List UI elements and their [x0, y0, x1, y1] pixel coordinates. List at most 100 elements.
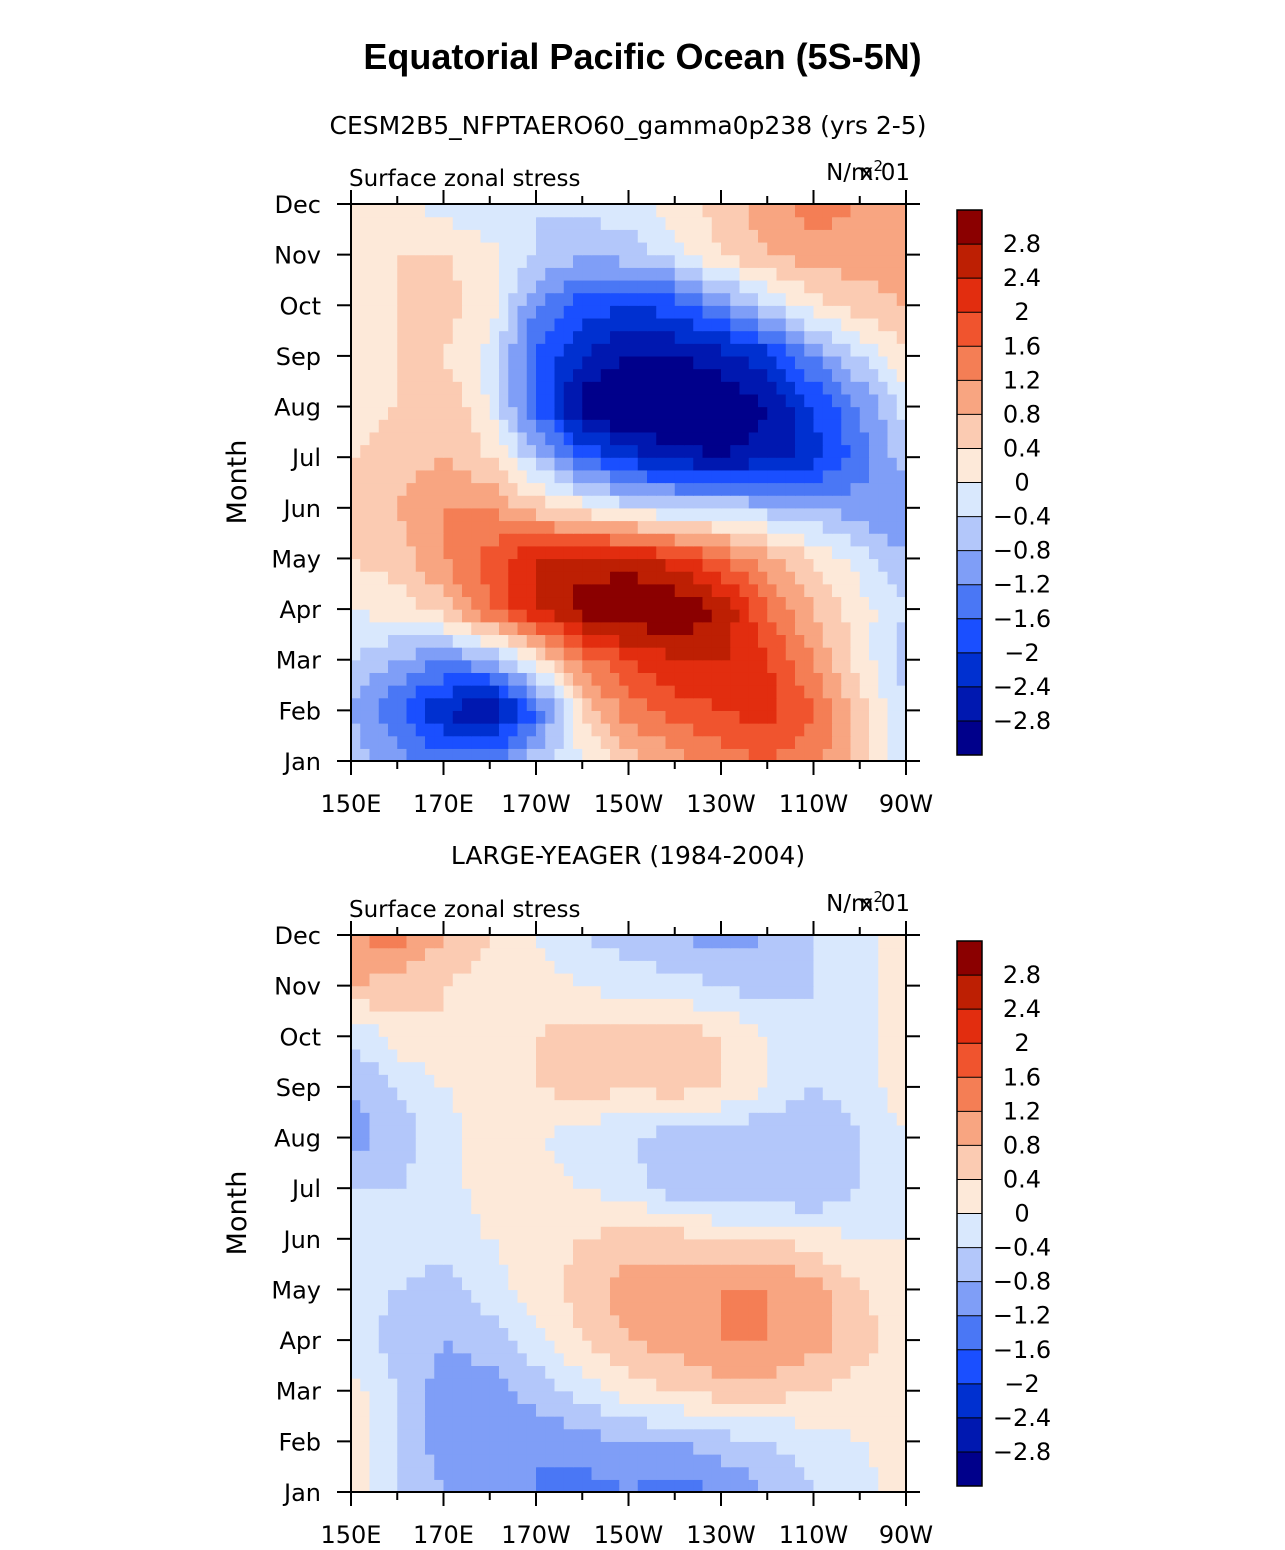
- heatmap-cell: [841, 1124, 852, 1139]
- heatmap-cell: [795, 368, 805, 382]
- heatmap-cell: [600, 229, 611, 243]
- heatmap-cell: [859, 697, 870, 711]
- heatmap-cell: [841, 583, 852, 598]
- heatmap-cell: [693, 583, 704, 598]
- heatmap-cell: [443, 1074, 454, 1088]
- heatmap-cell: [721, 1276, 731, 1291]
- heatmap-cell: [795, 1238, 805, 1253]
- heatmap-cell: [517, 1175, 528, 1189]
- heatmap-cell: [656, 1188, 667, 1202]
- heatmap-cell: [434, 419, 445, 433]
- heatmap-cell: [591, 1086, 602, 1101]
- heatmap-cell: [730, 1276, 741, 1291]
- heatmap-cell: [684, 1150, 694, 1164]
- heatmap-cell: [554, 1428, 565, 1442]
- heatmap-cell: [619, 1162, 630, 1177]
- heatmap-cell: [573, 495, 583, 509]
- heatmap-cell: [591, 672, 602, 686]
- heatmap-cell: [702, 254, 713, 268]
- heatmap-cell: [859, 672, 870, 686]
- heatmap-cell: [785, 469, 796, 484]
- heatmap-cell: [711, 1124, 722, 1139]
- heatmap-cell: [351, 735, 361, 749]
- heatmap-cell: [452, 1238, 463, 1253]
- heatmap-cell: [850, 1074, 861, 1088]
- heatmap-cell: [832, 292, 842, 306]
- heatmap-cell: [619, 431, 630, 446]
- heatmap-cell: [378, 723, 389, 737]
- heatmap-cell: [443, 254, 454, 268]
- heatmap-cell: [360, 1150, 371, 1164]
- heatmap-cell: [674, 1340, 685, 1354]
- heatmap-cell: [406, 1162, 417, 1177]
- heatmap-cell: [841, 1150, 852, 1164]
- heatmap-cell: [397, 317, 408, 332]
- heatmap-cell: [610, 1200, 620, 1215]
- heatmap-cell: [850, 533, 861, 547]
- heatmap-cell: [600, 634, 611, 648]
- heatmap-cell: [674, 672, 685, 686]
- heatmap-cell: [748, 1048, 759, 1063]
- heatmap-cell: [489, 621, 500, 636]
- heatmap-cell: [767, 431, 778, 446]
- heatmap-cell: [878, 685, 889, 699]
- heatmap-cell: [443, 1162, 454, 1177]
- heatmap-cell: [795, 204, 805, 218]
- heatmap-cell: [351, 1036, 361, 1050]
- heatmap-cell: [702, 1036, 713, 1050]
- heatmap-cell: [702, 710, 713, 724]
- heatmap-cell: [887, 1251, 898, 1265]
- heatmap-cell: [545, 1314, 556, 1329]
- heatmap-cell: [554, 431, 565, 446]
- heatmap-cell: [573, 659, 583, 673]
- heatmap-cell: [693, 317, 704, 332]
- heatmap-cell: [610, 1352, 620, 1367]
- heatmap-cell: [896, 1226, 907, 1240]
- heatmap-cell: [878, 406, 889, 420]
- heatmap-cell: [563, 406, 574, 420]
- heatmap-cell: [896, 1099, 907, 1113]
- heatmap-cell: [425, 1340, 435, 1354]
- heatmap-cell: [545, 1023, 556, 1037]
- heatmap-cell: [721, 1403, 731, 1417]
- heatmap-cell: [415, 697, 426, 711]
- heatmap-cell: [545, 659, 556, 673]
- heatmap-cell: [841, 1352, 852, 1367]
- heatmap-cell: [425, 748, 435, 762]
- heatmap-cell: [758, 292, 768, 306]
- heatmap-cell: [526, 393, 537, 408]
- heatmap-cell: [674, 1264, 685, 1278]
- heatmap-cell: [702, 1023, 713, 1037]
- heatmap-cell: [397, 1251, 408, 1265]
- heatmap-cell: [813, 1352, 824, 1367]
- heatmap-cell: [415, 1441, 426, 1455]
- heatmap-cell: [776, 279, 787, 294]
- heatmap-cell: [758, 697, 768, 711]
- heatmap-cell: [896, 659, 907, 673]
- heatmap-cell: [637, 1251, 648, 1265]
- heatmap-cell: [785, 305, 796, 319]
- heatmap-cell: [582, 1188, 593, 1202]
- heatmap-cell: [869, 1188, 879, 1202]
- heatmap-cell: [647, 1238, 657, 1253]
- heatmap-cell: [471, 1428, 482, 1442]
- heatmap-cell: [388, 267, 398, 281]
- heatmap-cell: [388, 697, 398, 711]
- heatmap-cell: [406, 216, 417, 230]
- heatmap-cell: [869, 406, 879, 420]
- heatmap-cell: [554, 697, 565, 711]
- heatmap-cell: [369, 558, 380, 572]
- heatmap-cell: [600, 1352, 611, 1367]
- heatmap-cell: [896, 1466, 907, 1480]
- heatmap-cell: [684, 1390, 694, 1404]
- heatmap-cell: [869, 1238, 879, 1253]
- heatmap-cell: [721, 406, 731, 420]
- heatmap-cell: [795, 1390, 805, 1404]
- heatmap-cell: [462, 583, 472, 598]
- heatmap-cell: [378, 1302, 389, 1316]
- heatmap-cell: [887, 229, 898, 243]
- heatmap-cell: [804, 1086, 815, 1101]
- heatmap-cell: [785, 1188, 796, 1202]
- heatmap-cell: [702, 685, 713, 699]
- heatmap-cell: [758, 1150, 768, 1164]
